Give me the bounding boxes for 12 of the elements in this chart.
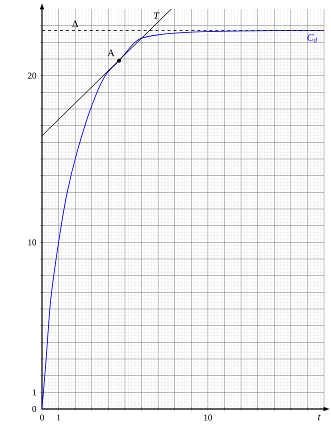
annotation: A (108, 50, 115, 56)
y-tick-label: 1 (32, 389, 36, 396)
x-axis-title: t (318, 414, 321, 420)
x-tick-label: 10 (204, 414, 212, 421)
series-label: C$_{d}$ (307, 34, 318, 42)
y-tick-label: 0 (32, 406, 36, 412)
x-tick-label: 1 (57, 414, 60, 420)
y-tick-label: 20 (28, 72, 36, 79)
y-tick-label: 10 (28, 239, 36, 246)
series-label: T (154, 12, 160, 20)
ref-line-label: Δ (72, 20, 78, 28)
x-tick-label: 0 (40, 414, 44, 421)
